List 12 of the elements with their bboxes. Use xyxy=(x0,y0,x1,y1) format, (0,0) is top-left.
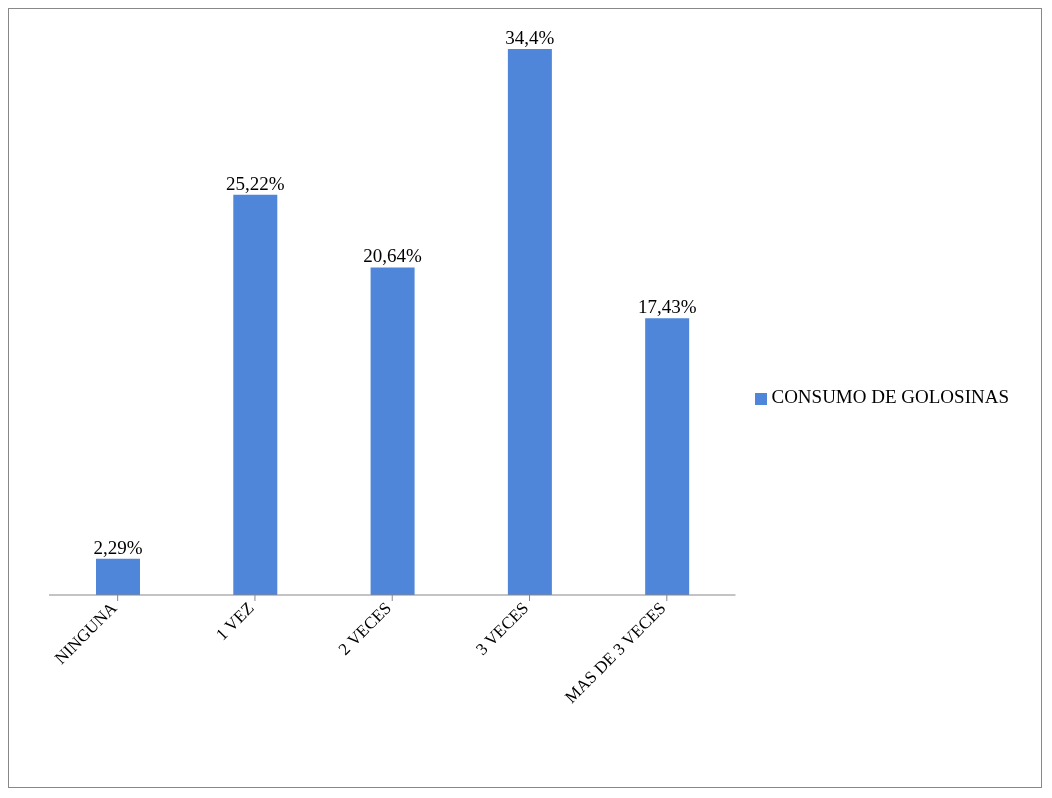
legend-label: CONSUMO DE GOLOSINAS xyxy=(771,386,1009,407)
bar xyxy=(233,194,278,595)
data-label: 20,64% xyxy=(363,245,423,267)
data-label: 17,43% xyxy=(637,296,697,318)
data-label: 25,22% xyxy=(226,172,285,194)
bar xyxy=(96,558,140,595)
bar xyxy=(507,49,552,595)
x-tick-label: 1 VEZ xyxy=(212,598,258,644)
data-label: 2,29% xyxy=(93,536,143,558)
bar xyxy=(370,267,415,595)
data-label: 34,4% xyxy=(505,27,555,48)
bar xyxy=(645,318,690,595)
